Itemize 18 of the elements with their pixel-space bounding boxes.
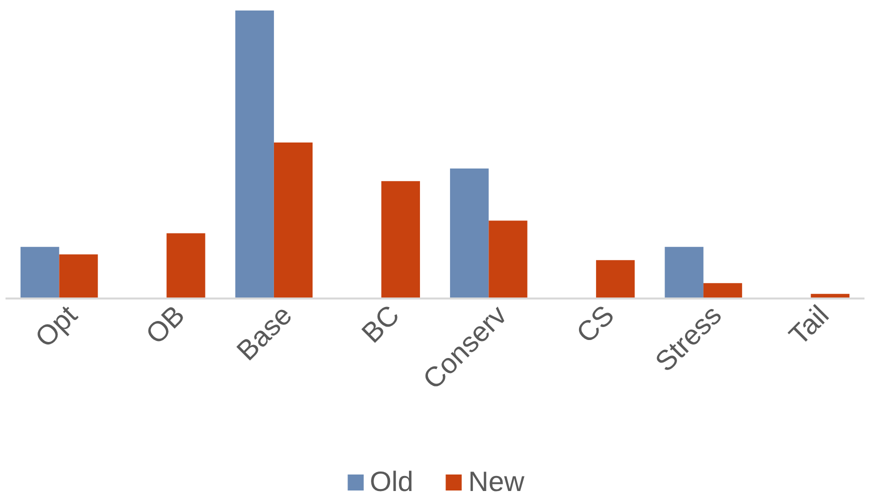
x-tick-label: Tail bbox=[783, 299, 835, 351]
bar bbox=[596, 260, 635, 299]
x-tick-label: OB bbox=[140, 299, 190, 350]
bar bbox=[488, 220, 528, 299]
legend-label: Old bbox=[370, 466, 414, 498]
x-tick-label: BC bbox=[356, 299, 406, 349]
x-tick-label: CS bbox=[570, 299, 620, 349]
bar bbox=[703, 283, 742, 299]
bar bbox=[20, 246, 60, 299]
bar bbox=[664, 246, 704, 299]
bar bbox=[235, 10, 274, 299]
bar bbox=[274, 142, 313, 299]
legend-label: New bbox=[468, 466, 524, 498]
bar bbox=[450, 168, 489, 299]
bar bbox=[381, 181, 420, 299]
bar bbox=[166, 233, 206, 299]
x-tick-label: Opt bbox=[29, 299, 84, 354]
bar bbox=[59, 254, 98, 299]
